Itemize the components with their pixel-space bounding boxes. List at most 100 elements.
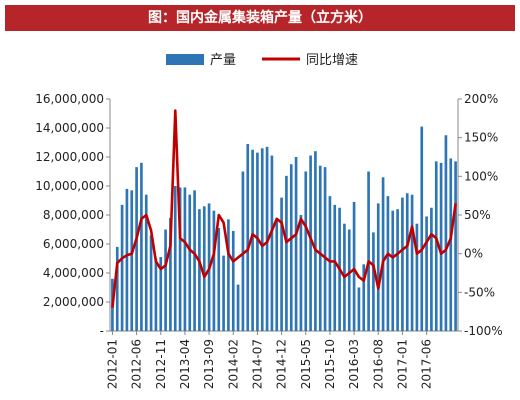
y-right-tick-label: 150%	[464, 131, 498, 145]
y-right-tick-label: -100%	[464, 324, 503, 338]
bar	[362, 264, 366, 331]
bar	[159, 257, 163, 331]
bar	[294, 157, 298, 331]
bar	[251, 149, 254, 331]
bar	[164, 229, 167, 331]
growth-line	[111, 109, 457, 308]
bar	[328, 196, 332, 331]
x-tick-label: 2012-01	[105, 339, 119, 389]
bar	[241, 171, 245, 331]
axes: - 2,000,000 4,000,000 6,000,000 8,000,000 10,…	[35, 92, 502, 338]
bar	[188, 194, 192, 331]
bar	[236, 284, 240, 331]
bar	[135, 167, 138, 331]
bar	[227, 219, 230, 331]
bar	[217, 228, 221, 331]
legend-swatch-bar	[166, 54, 204, 65]
y-right-tick-label: 0%	[464, 247, 483, 261]
bar	[275, 217, 279, 331]
bar	[323, 167, 327, 331]
y-left-tick-label: 2,000,000	[43, 295, 104, 309]
y-left-tick-label: 8,000,000	[43, 208, 104, 222]
bar	[439, 162, 443, 331]
x-tick-label: 2016-08	[371, 339, 385, 389]
bar	[120, 204, 124, 331]
legend: 产量 同比增速	[166, 53, 358, 68]
bar	[256, 152, 259, 331]
bar	[386, 196, 390, 331]
bar	[169, 217, 172, 331]
bar	[212, 210, 216, 331]
bar	[391, 210, 395, 331]
x-tick-label: 2015-10	[323, 339, 337, 389]
bar	[280, 197, 283, 331]
x-tick-label: 2012-11	[154, 339, 168, 389]
bar	[352, 201, 356, 331]
x-tick-label: 2013-04	[178, 339, 192, 389]
bar	[367, 171, 370, 331]
line-series	[111, 109, 457, 308]
y-right-tick-label: 200%	[464, 92, 498, 106]
y-left-tick-label: -	[100, 324, 104, 338]
bar	[357, 287, 361, 331]
x-axis-ticks: 2012-01 2012-06 2012-11 2013-04 2013-09 2014-…	[105, 331, 434, 389]
bar	[149, 235, 153, 331]
y-left-tick-label: 12,000,000	[35, 150, 104, 164]
bar	[420, 126, 424, 331]
bar	[425, 216, 428, 331]
bar	[304, 171, 308, 331]
bar	[434, 161, 438, 331]
bar	[347, 229, 351, 331]
bar	[154, 258, 158, 331]
x-tick-label: 2017-01	[395, 339, 409, 389]
y-left-tick-label: 10,000,000	[35, 179, 104, 193]
bar	[115, 246, 119, 331]
bar	[318, 165, 322, 331]
x-tick-label: 2016-03	[347, 339, 361, 389]
bar	[454, 161, 457, 331]
bar	[376, 203, 380, 331]
bar	[430, 207, 433, 331]
x-tick-label: 2017-06	[420, 339, 434, 389]
bar	[372, 232, 375, 331]
bar	[405, 193, 409, 331]
bar	[144, 194, 148, 331]
x-tick-label: 2014-02	[226, 339, 240, 389]
bar	[289, 164, 293, 331]
x-tick-label: 2012-06	[130, 339, 144, 389]
bar	[125, 188, 129, 331]
bar	[246, 143, 250, 331]
x-tick-label: 2014-07	[250, 339, 264, 389]
bar	[333, 204, 337, 331]
bar	[449, 158, 453, 331]
x-tick-label: 2014-12	[275, 339, 289, 389]
y-right-tick-label: -50%	[464, 285, 495, 299]
y-right-tick-label: 50%	[464, 208, 491, 222]
legend-label-bar: 产量	[210, 53, 236, 68]
bar	[285, 175, 288, 331]
bar	[314, 151, 317, 331]
legend-label-line: 同比增速	[306, 53, 358, 68]
bar	[401, 197, 404, 331]
bar	[381, 177, 385, 331]
bar	[140, 162, 143, 331]
bar	[299, 215, 303, 331]
y-right-tick-label: 100%	[464, 169, 498, 183]
y-left-tick-label: 4,000,000	[43, 266, 104, 280]
y-left-tick-label: 14,000,000	[35, 121, 104, 135]
bar	[173, 186, 177, 331]
y-left-tick-label: 16,000,000	[35, 92, 104, 106]
bar	[396, 209, 399, 331]
bar	[183, 187, 187, 331]
bar	[178, 187, 182, 331]
x-tick-label: 2013-09	[202, 339, 216, 389]
bar	[415, 223, 419, 331]
chart-title: 图：国内金属集装箱产量（立方米）	[5, 5, 515, 31]
bar	[309, 155, 312, 331]
bar	[410, 194, 414, 331]
chart: 产量 同比增速 - 2,000,000 4,000,000 6,000,000 8,000…	[35, 53, 502, 389]
bar	[270, 155, 274, 331]
bar	[198, 209, 201, 331]
bar	[260, 148, 264, 331]
bar	[130, 190, 134, 331]
